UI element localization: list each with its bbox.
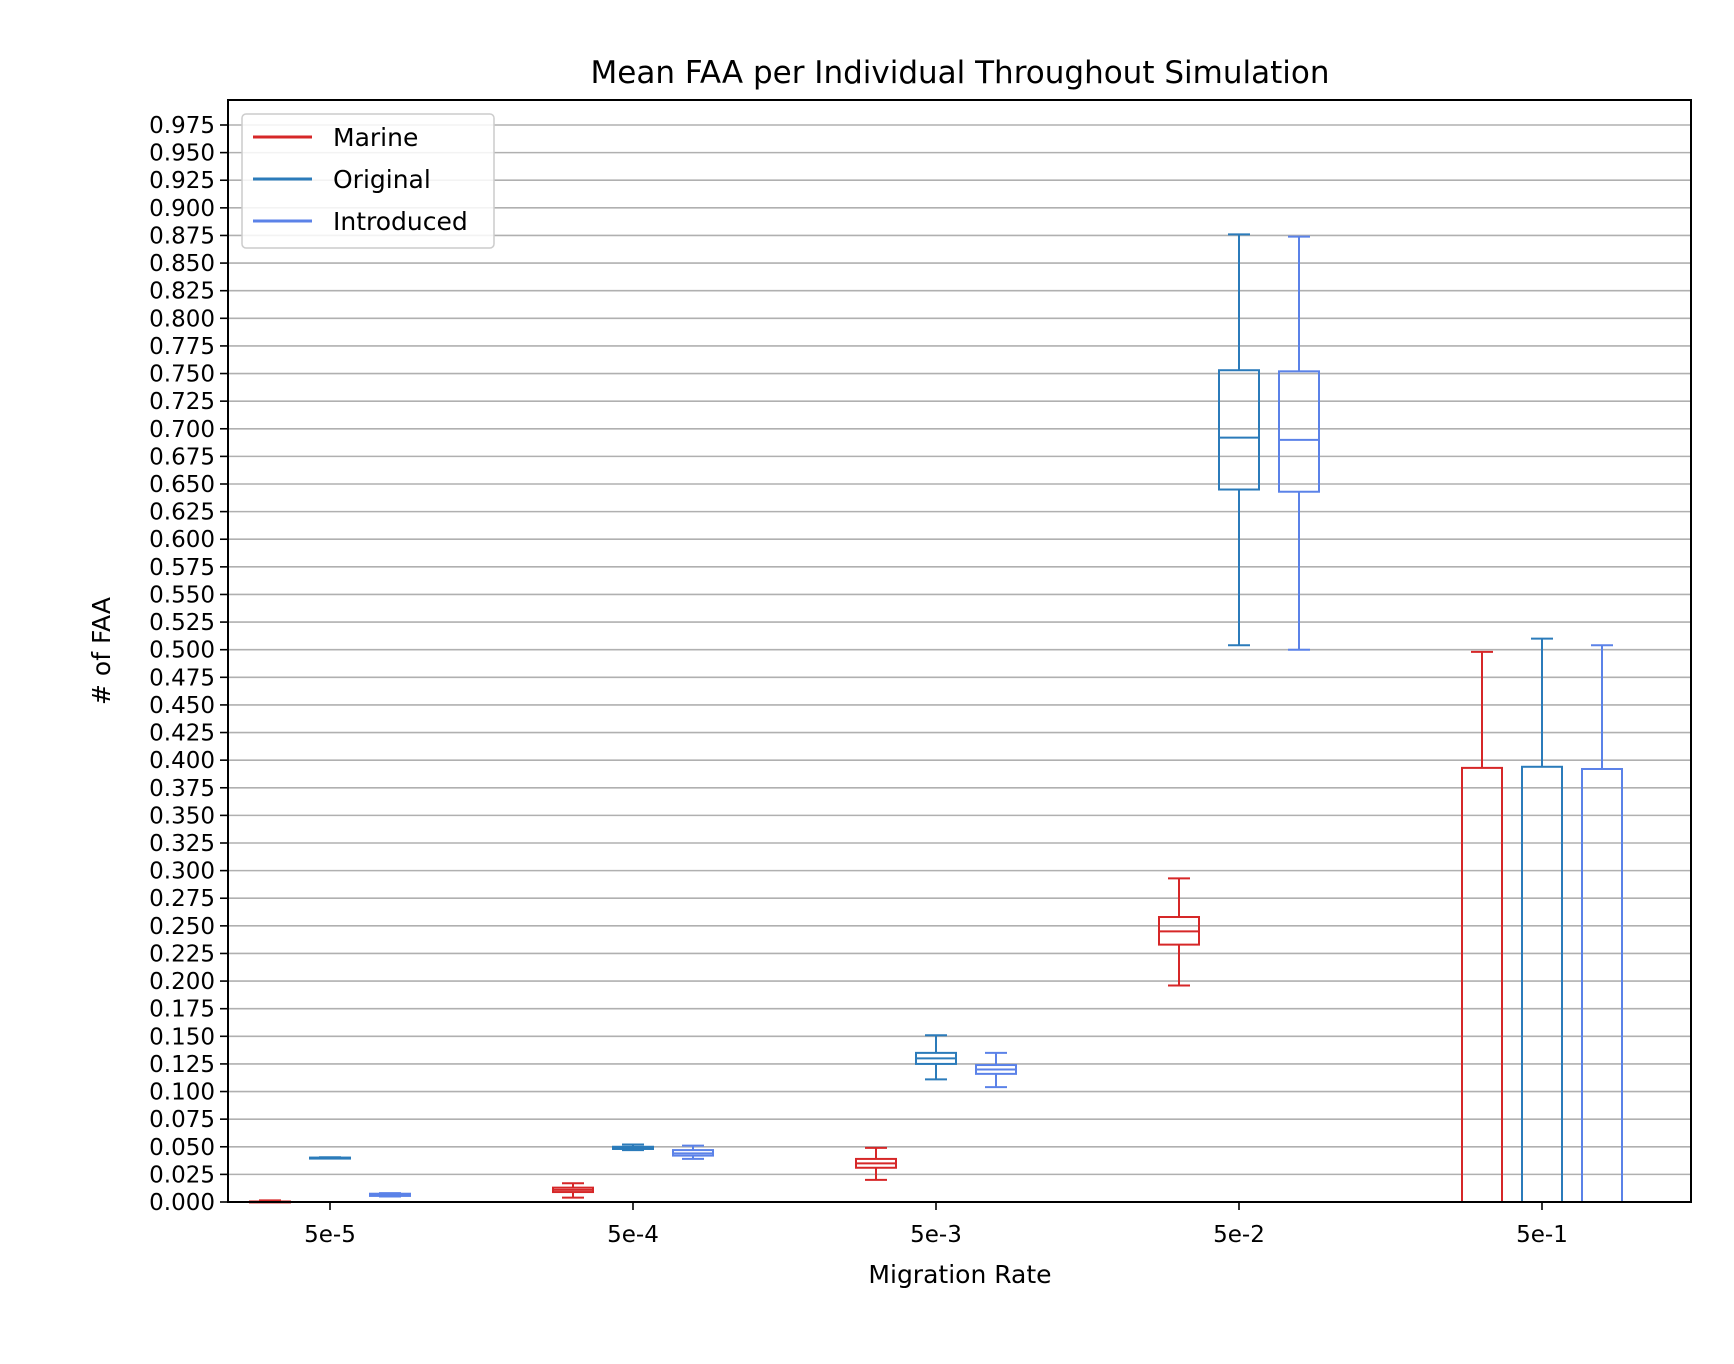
y-axis: 0.0000.0250.0500.0750.1000.1250.1500.175… — [149, 113, 228, 1216]
gridlines — [228, 124, 1691, 1203]
legend: Marine Original Introduced — [241, 113, 495, 249]
y-tick-label: 0.575 — [149, 555, 215, 581]
y-tick-label: 0.975 — [149, 113, 215, 139]
y-tick-label: 0.825 — [149, 279, 215, 305]
plot-frame — [227, 99, 1692, 1203]
y-tick-label: 0.675 — [149, 444, 215, 470]
legend-label-marine: Marine — [333, 123, 418, 152]
y-tick-label: 0.400 — [149, 748, 215, 774]
legend-label-original: Original — [333, 165, 431, 194]
box-original-5e-4 — [612, 1143, 654, 1152]
box-marine-5e-2 — [1158, 877, 1200, 987]
y-tick-label: 0.000 — [149, 1190, 215, 1216]
box-introduced-5e-4 — [672, 1144, 714, 1160]
box-introduced-5e-3 — [975, 1051, 1017, 1089]
iqr-box — [1461, 766, 1503, 1204]
y-tick-label: 0.875 — [149, 223, 215, 249]
iqr-box — [1581, 767, 1623, 1203]
y-tick-label: 0.600 — [149, 527, 215, 553]
chart-title: Mean FAA per Individual Throughout Simul… — [591, 55, 1330, 91]
y-tick-label: 0.525 — [149, 610, 215, 636]
y-tick-label: 0.700 — [149, 417, 215, 443]
box-original-5e-3 — [915, 1034, 957, 1081]
y-tick-label: 0.725 — [149, 389, 215, 415]
y-tick-label: 0.325 — [149, 831, 215, 857]
y-tick-label: 0.900 — [149, 196, 215, 222]
y-tick-label: 0.800 — [149, 306, 215, 332]
y-tick-label: 0.175 — [149, 997, 215, 1023]
iqr-box — [1521, 765, 1563, 1204]
box-original-5e-1 — [1521, 637, 1563, 1204]
y-tick-label: 0.300 — [149, 859, 215, 885]
y-tick-label: 0.150 — [149, 1024, 215, 1050]
x-tick-label: 5e-4 — [607, 1222, 659, 1248]
box-introduced-5e-2 — [1278, 235, 1320, 651]
iqr-box — [1218, 369, 1260, 491]
y-tick-label: 0.500 — [149, 638, 215, 664]
y-tick-label: 0.750 — [149, 362, 215, 388]
box-marine-5e-3 — [855, 1146, 897, 1181]
y-tick-label: 0.775 — [149, 334, 215, 360]
y-tick-label: 0.225 — [149, 941, 215, 967]
y-tick-label: 0.450 — [149, 693, 215, 719]
y-tick-label: 0.625 — [149, 500, 215, 526]
y-tick-label: 0.200 — [149, 969, 215, 995]
y-tick-label: 0.375 — [149, 776, 215, 802]
box-introduced-5e-5 — [369, 1192, 411, 1198]
x-axis: 5e-5 5e-4 5e-3 5e-2 5e-1 — [304, 1202, 1568, 1248]
y-tick-label: 0.475 — [149, 665, 215, 691]
x-tick-label: 5e-5 — [304, 1222, 356, 1248]
y-tick-label: 0.125 — [149, 1052, 215, 1078]
y-tick-label: 0.850 — [149, 251, 215, 277]
iqr-box — [1278, 370, 1320, 493]
x-tick-label: 5e-3 — [910, 1222, 962, 1248]
x-tick-label: 5e-1 — [1516, 1222, 1568, 1248]
y-tick-label: 0.650 — [149, 472, 215, 498]
y-tick-label: 0.950 — [149, 141, 215, 167]
x-tick-label: 5e-2 — [1213, 1222, 1265, 1248]
legend-frame — [241, 113, 495, 249]
y-tick-label: 0.100 — [149, 1080, 215, 1106]
box-plot-marks — [249, 233, 1623, 1204]
y-tick-label: 0.250 — [149, 914, 215, 940]
legend-label-introduced: Introduced — [333, 207, 468, 236]
y-axis-label: # of FAA — [87, 597, 116, 705]
x-axis-label: Migration Rate — [868, 1260, 1051, 1289]
box-original-5e-2 — [1218, 233, 1260, 647]
box-original-5e-5 — [309, 1156, 351, 1160]
y-tick-label: 0.075 — [149, 1107, 215, 1133]
box-marine-5e-4 — [552, 1182, 594, 1199]
y-tick-label: 0.350 — [149, 803, 215, 829]
y-tick-label: 0.425 — [149, 721, 215, 747]
y-tick-label: 0.050 — [149, 1135, 215, 1161]
y-tick-label: 0.025 — [149, 1162, 215, 1188]
y-tick-label: 0.550 — [149, 582, 215, 608]
y-tick-label: 0.275 — [149, 886, 215, 912]
y-tick-label: 0.925 — [149, 168, 215, 194]
